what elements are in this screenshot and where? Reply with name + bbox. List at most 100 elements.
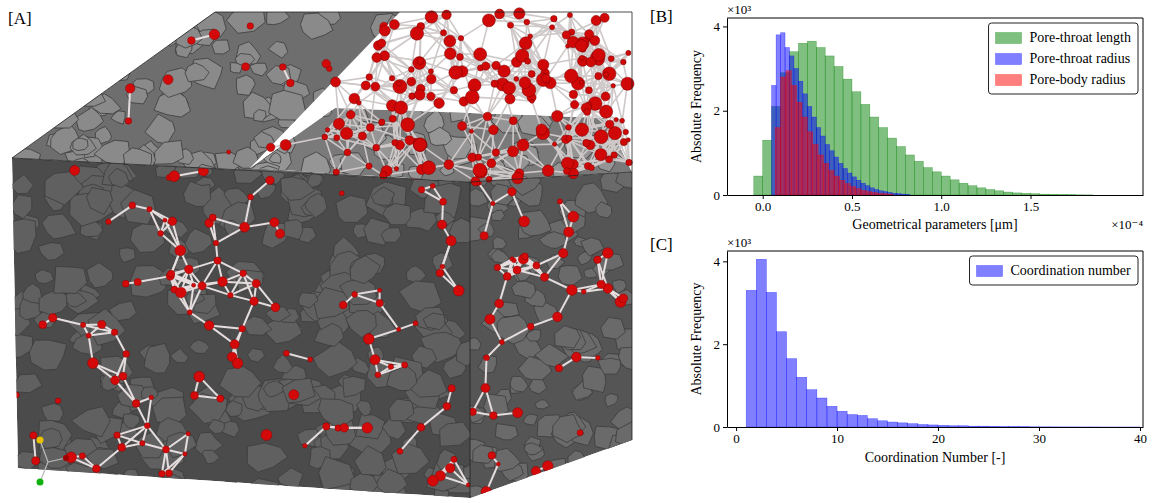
grain (281, 177, 315, 200)
pore (564, 69, 578, 83)
throat (162, 450, 166, 474)
pore (496, 462, 500, 466)
pore (279, 64, 286, 71)
grain (605, 394, 618, 407)
throat (286, 353, 310, 359)
grain (473, 445, 495, 463)
pore (340, 423, 349, 432)
pore (475, 154, 482, 161)
pore (413, 57, 426, 70)
pore (519, 77, 531, 89)
pore (417, 57, 424, 64)
grain (357, 401, 372, 417)
pore (484, 355, 490, 361)
pore (122, 280, 129, 287)
pore (444, 35, 456, 47)
pore (79, 453, 85, 459)
pore (596, 356, 601, 361)
throat (117, 426, 147, 435)
pore (481, 384, 490, 393)
pore (436, 269, 444, 277)
grain (202, 450, 220, 464)
grain (371, 187, 394, 205)
grain (245, 478, 279, 503)
grain (63, 479, 86, 502)
grain (283, 219, 302, 239)
grain (154, 140, 183, 164)
grain (11, 174, 34, 193)
pore (396, 81, 401, 86)
pore (489, 125, 499, 135)
pore (542, 165, 554, 177)
pore (557, 199, 562, 204)
pore (397, 327, 401, 331)
pore (503, 272, 511, 280)
pore (487, 159, 496, 168)
pore (125, 118, 131, 124)
pore (492, 149, 499, 156)
image-face (458, 164, 647, 503)
grain (15, 452, 40, 470)
grain (346, 310, 377, 337)
grain (73, 138, 88, 150)
pore (397, 448, 403, 454)
figure: [A]0.00.51.01.5024Geometrical parameters… (0, 0, 1152, 503)
pore (93, 465, 101, 473)
pore (39, 321, 47, 329)
throat (613, 86, 622, 121)
grain (265, 173, 280, 186)
pore (509, 117, 517, 125)
grain (54, 266, 88, 293)
pore (552, 142, 556, 146)
pore (572, 352, 582, 362)
pore (606, 120, 614, 128)
throat (392, 69, 411, 78)
pore (519, 216, 530, 227)
face-ground (250, 108, 632, 182)
throat (325, 137, 337, 172)
pore (491, 80, 498, 87)
pore (379, 25, 390, 36)
pore (590, 36, 600, 46)
throat (147, 397, 151, 425)
pore (585, 87, 592, 94)
grain (350, 256, 380, 284)
throat (166, 434, 188, 450)
pore (270, 218, 279, 227)
grain (495, 424, 518, 440)
pore (536, 73, 549, 86)
pore (194, 371, 205, 382)
pore (191, 392, 199, 400)
pore (366, 163, 372, 169)
pore (451, 456, 457, 462)
grain (493, 237, 507, 249)
grain (406, 266, 426, 283)
grain (524, 443, 542, 455)
grain (6, 163, 38, 189)
pore (88, 358, 99, 369)
pore (566, 124, 572, 130)
grain (153, 483, 170, 499)
pore (626, 50, 631, 55)
pore (564, 227, 574, 237)
grain (440, 422, 473, 446)
pore (512, 172, 524, 184)
pore (239, 325, 246, 332)
pore (393, 80, 407, 94)
pore (530, 99, 534, 103)
pore (601, 92, 610, 101)
pore (417, 424, 425, 432)
throat (359, 103, 382, 122)
face-ground (470, 172, 632, 498)
pore (524, 19, 530, 25)
grain (313, 342, 357, 378)
pore (126, 84, 135, 93)
grain (218, 481, 241, 502)
pore (514, 77, 519, 82)
grain (230, 63, 242, 73)
grain (491, 210, 504, 221)
throat (115, 332, 127, 354)
throat (336, 82, 351, 115)
throat (218, 261, 244, 274)
pore (402, 362, 408, 368)
